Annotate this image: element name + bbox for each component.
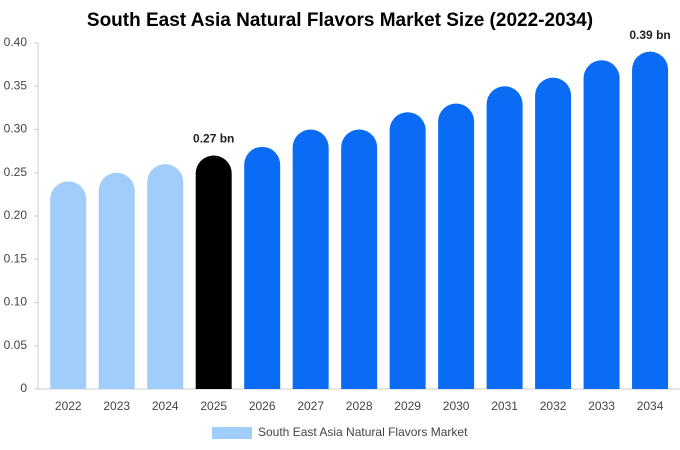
legend-swatch: [212, 427, 252, 439]
x-tick-label: 2023: [103, 399, 130, 413]
value-label: 0.39 bn: [629, 28, 670, 42]
legend-label: South East Asia Natural Flavors Market: [258, 425, 468, 439]
bar: [438, 103, 475, 390]
y-tick-label: 0.05: [4, 338, 28, 352]
y-tick-label: 0.35: [4, 78, 28, 92]
y-tick-label: 0: [20, 381, 27, 395]
x-tick-label: 2024: [152, 399, 179, 413]
x-tick-label: 2022: [55, 399, 82, 413]
y-tick-label: 0.10: [4, 295, 28, 309]
bar: [244, 146, 281, 389]
bar: [486, 86, 523, 390]
bar: [292, 129, 329, 389]
x-tick-label: 2034: [637, 399, 664, 413]
y-tick-label: 0.20: [4, 208, 28, 222]
x-tick-label: 2029: [394, 399, 421, 413]
x-tick-label: 2027: [297, 399, 324, 413]
x-tick-label: 2032: [540, 399, 567, 413]
bar: [195, 155, 232, 389]
bar: [147, 164, 184, 389]
bar: [341, 129, 378, 389]
y-tick-label: 0.40: [4, 35, 28, 49]
bar: [98, 172, 135, 389]
value-label: 0.27 bn: [193, 132, 234, 146]
x-tick-label: 2028: [346, 399, 373, 413]
bar: [632, 51, 669, 390]
x-tick-label: 2030: [443, 399, 470, 413]
bar: [389, 112, 426, 389]
y-tick-label: 0.30: [4, 122, 28, 136]
chart-title: South East Asia Natural Flavors Market S…: [87, 10, 593, 31]
y-tick-label: 0.25: [4, 165, 28, 179]
y-tick-label: 0.15: [4, 251, 28, 265]
x-tick-label: 2031: [491, 399, 518, 413]
x-tick-label: 2025: [200, 399, 227, 413]
bar: [535, 77, 572, 389]
bar: [583, 60, 620, 389]
x-tick-label: 2026: [249, 399, 276, 413]
bar: [50, 181, 87, 389]
x-tick-label: 2033: [588, 399, 615, 413]
